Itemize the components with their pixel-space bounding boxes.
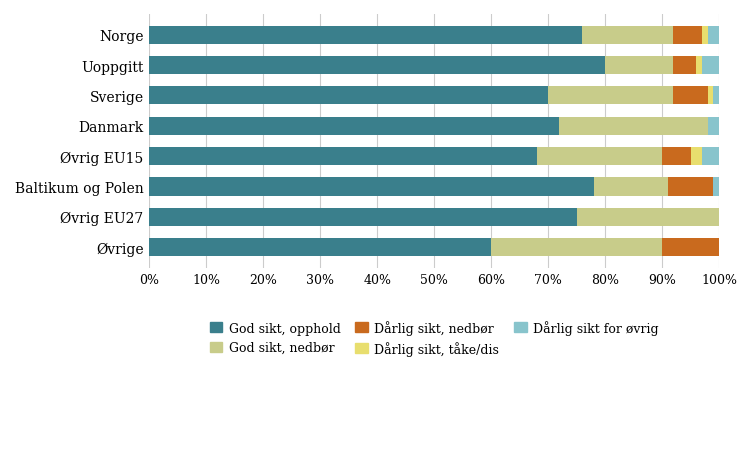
Bar xyxy=(674,27,702,45)
Bar xyxy=(150,147,537,166)
Bar xyxy=(702,147,719,166)
Bar xyxy=(150,178,593,196)
Bar xyxy=(690,147,702,166)
Bar xyxy=(537,147,662,166)
Bar xyxy=(150,57,605,75)
Bar xyxy=(491,239,662,257)
Bar xyxy=(696,57,702,75)
Bar xyxy=(548,87,674,105)
Bar xyxy=(708,117,719,136)
Bar xyxy=(708,27,719,45)
Bar xyxy=(674,87,708,105)
Bar xyxy=(708,87,714,105)
Bar xyxy=(702,27,708,45)
Bar xyxy=(150,239,491,257)
Bar xyxy=(577,208,719,226)
Bar xyxy=(150,208,577,226)
Bar xyxy=(559,117,708,136)
Bar xyxy=(605,57,674,75)
Bar xyxy=(714,178,719,196)
Bar xyxy=(582,27,674,45)
Bar xyxy=(593,178,668,196)
Bar xyxy=(662,239,719,257)
Bar xyxy=(674,57,696,75)
Bar xyxy=(714,87,719,105)
Bar xyxy=(702,57,719,75)
Bar xyxy=(662,147,690,166)
Bar xyxy=(668,178,714,196)
Legend: God sikt, opphold, God sikt, nedbør, Dårlig sikt, nedbør, Dårlig sikt, tåke/dis,: God sikt, opphold, God sikt, nedbør, Dår… xyxy=(210,320,659,356)
Bar xyxy=(150,27,582,45)
Bar xyxy=(150,87,548,105)
Bar xyxy=(150,117,559,136)
